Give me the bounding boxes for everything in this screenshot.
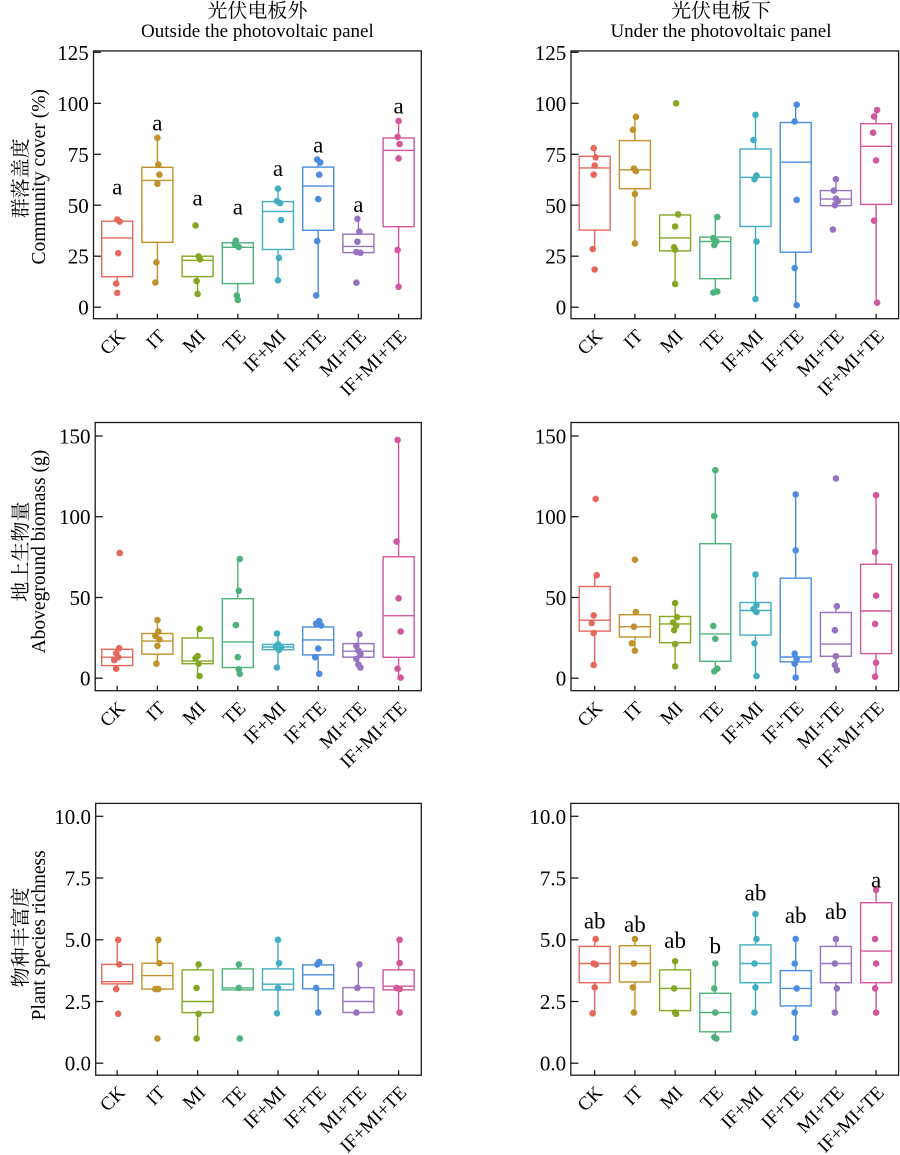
svg-text:b: b — [710, 933, 722, 958]
svg-text:75: 75 — [68, 143, 89, 167]
svg-text:a: a — [112, 175, 122, 200]
svg-text:0: 0 — [78, 296, 89, 320]
svg-text:50: 50 — [545, 586, 566, 610]
svg-text:ab: ab — [664, 928, 686, 953]
svg-text:7.5: 7.5 — [540, 867, 566, 891]
svg-text:Plant species richness: Plant species richness — [29, 850, 50, 1020]
svg-text:Under the photovoltaic panel: Under the photovoltaic panel — [610, 21, 831, 42]
svg-text:a: a — [192, 185, 202, 210]
svg-text:ab: ab — [785, 903, 807, 928]
svg-text:125: 125 — [535, 41, 567, 65]
svg-text:0: 0 — [556, 296, 567, 320]
svg-text:25: 25 — [545, 245, 566, 269]
svg-text:125: 125 — [57, 41, 89, 65]
svg-text:a: a — [871, 868, 881, 893]
svg-text:a: a — [273, 156, 283, 181]
svg-text:a: a — [313, 132, 323, 157]
svg-text:Aboveground biomass (g): Aboveground biomass (g) — [29, 450, 50, 654]
svg-text:50: 50 — [70, 586, 91, 610]
svg-text:7.5: 7.5 — [65, 867, 91, 891]
svg-text:150: 150 — [535, 425, 567, 449]
svg-text:Community cover (%): Community cover (%) — [29, 89, 50, 264]
svg-text:a: a — [353, 192, 363, 217]
svg-text:a: a — [152, 111, 162, 136]
svg-text:100: 100 — [535, 92, 567, 116]
svg-text:0: 0 — [556, 667, 567, 691]
svg-text:50: 50 — [545, 194, 566, 218]
svg-text:10.0: 10.0 — [529, 805, 566, 829]
svg-text:ab: ab — [745, 881, 767, 906]
svg-text:25: 25 — [68, 245, 89, 269]
svg-text:5.0: 5.0 — [540, 928, 566, 952]
svg-text:100: 100 — [57, 92, 89, 116]
svg-text:a: a — [393, 93, 403, 118]
svg-text:0.0: 0.0 — [65, 1052, 91, 1076]
svg-text:2.5: 2.5 — [540, 990, 566, 1014]
svg-text:150: 150 — [59, 425, 91, 449]
svg-text:a: a — [233, 195, 243, 220]
svg-text:5.0: 5.0 — [65, 928, 91, 952]
svg-text:0.0: 0.0 — [540, 1052, 566, 1076]
svg-text:ab: ab — [825, 899, 847, 924]
svg-text:Outside the photovoltaic panel: Outside the photovoltaic panel — [141, 21, 374, 42]
svg-text:10.0: 10.0 — [54, 805, 91, 829]
svg-text:0: 0 — [80, 667, 91, 691]
svg-text:50: 50 — [68, 194, 89, 218]
svg-text:2.5: 2.5 — [65, 990, 91, 1014]
svg-text:75: 75 — [545, 143, 566, 167]
svg-text:100: 100 — [535, 505, 567, 529]
svg-text:ab: ab — [584, 909, 606, 934]
svg-text:ab: ab — [624, 912, 646, 937]
svg-text:100: 100 — [59, 505, 91, 529]
